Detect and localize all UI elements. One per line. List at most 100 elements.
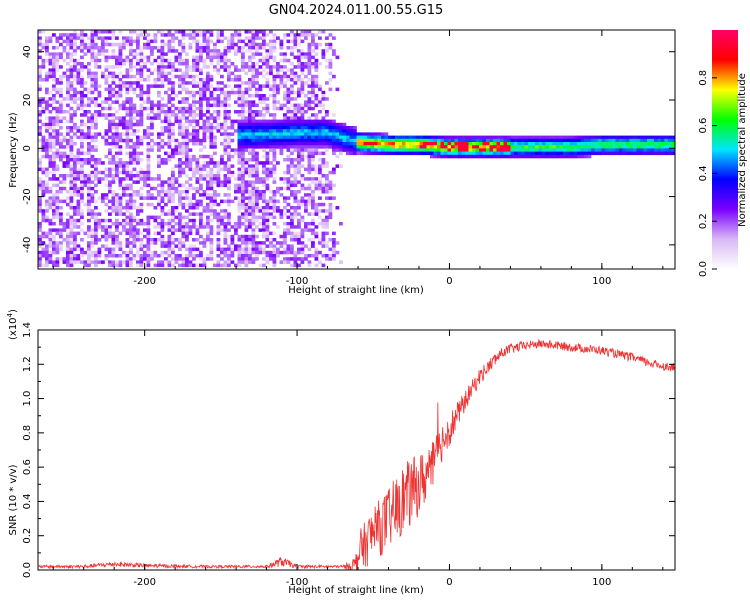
spectrogram-cell [108, 87, 112, 92]
spectrogram-cell [90, 238, 95, 242]
spectrogram-cell [185, 138, 189, 143]
spectrogram-cell [461, 148, 466, 152]
spectrogram-cell [122, 193, 126, 197]
spectrogram-cell [325, 145, 329, 149]
spectrogram-cell [290, 132, 294, 136]
spectrogram-cell [104, 247, 109, 252]
spectrogram-cell [388, 148, 392, 152]
spectrogram-cell [171, 209, 175, 213]
spectrogram-cell [426, 145, 431, 149]
spectrogram-cell [626, 148, 630, 152]
spectrogram-cell [272, 222, 277, 226]
spectrogram-cell [248, 206, 252, 210]
spectrogram-cell [167, 33, 172, 37]
spectrogram-cell [115, 42, 119, 47]
spectrogram-cell [276, 241, 280, 245]
spectrogram-cell [209, 170, 214, 175]
spectrogram-cell [237, 39, 242, 44]
spectrogram-cell [150, 62, 154, 66]
spectrogram-cell [188, 36, 193, 40]
spectrogram-cell [87, 119, 91, 124]
spectrogram-cell [73, 74, 77, 79]
spectrogram-cell [325, 122, 329, 127]
spectrogram-cell [458, 148, 462, 152]
spectrogram-cell [230, 247, 235, 252]
spectrogram-cell [167, 87, 172, 92]
spectrogram-cell [45, 209, 49, 213]
spectrogram-cell [297, 42, 301, 47]
spectrogram-cell [661, 142, 665, 146]
spectrogram-cell [136, 234, 140, 239]
spectrogram-cell [167, 234, 172, 239]
spectrogram-cell [213, 174, 217, 178]
spectrogram-cell [230, 199, 235, 204]
spectrogram-cell [164, 193, 168, 197]
spectrogram-cell [55, 58, 60, 63]
spectrogram-cell [209, 97, 214, 101]
spectrogram-cell [269, 55, 273, 60]
spectrogram-cell [349, 129, 354, 133]
spectrogram-cell [83, 151, 88, 156]
spectrogram-cell [55, 90, 60, 95]
spectrogram-cell [143, 174, 147, 178]
spectrogram-cell [108, 161, 112, 165]
spectrogram-cell [132, 52, 137, 56]
spectrogram-cell [59, 234, 63, 239]
spectrogram-cell [314, 126, 319, 130]
spectrogram-cell [69, 260, 74, 264]
spectrogram-cell [185, 119, 189, 124]
spectrogram-cell [195, 177, 200, 181]
spectrogram-cell [83, 161, 88, 165]
spectrogram-cell [199, 110, 203, 114]
spectrogram-cell [129, 103, 133, 108]
spectrogram-cell [136, 81, 140, 85]
spectrogram-cell [524, 138, 529, 143]
spectrogram-cell [293, 180, 298, 184]
spectrogram-cell [349, 148, 354, 152]
spectrogram-cell [311, 90, 315, 95]
spectrogram-cell [640, 151, 644, 156]
spectrogram-cell [132, 257, 137, 261]
spectrogram-cell [209, 135, 214, 140]
spectrogram-cell [143, 78, 147, 82]
spectrogram-cell [265, 209, 270, 213]
spectrogram-cell [237, 68, 242, 72]
spectrogram-cell [251, 94, 256, 98]
spectrogram-cell [272, 158, 277, 162]
spectrogram-cell [157, 260, 161, 264]
spectrogram-cell [279, 119, 284, 124]
spectrogram-cell [255, 193, 259, 197]
spectrogram-cell [356, 148, 361, 152]
spectrogram-cell [80, 170, 84, 175]
spectrogram-cell [55, 202, 60, 207]
spectrogram-cell [332, 241, 336, 245]
spectrogram-cell [104, 218, 109, 223]
spectrogram-cell [237, 119, 242, 124]
spectrogram-cell [545, 148, 550, 152]
spectrogram-cell [199, 202, 203, 207]
spectrogram-cell [143, 100, 147, 104]
spectrogram-cell [286, 97, 291, 101]
spectrogram-cell [76, 260, 81, 264]
spectrogram-cell [213, 190, 217, 194]
spectrogram-cell [129, 177, 133, 181]
spectrogram-cell [587, 135, 592, 140]
spectrogram-cell [52, 74, 56, 79]
spectrogram-cell [153, 196, 158, 200]
spectrogram-cell [69, 113, 74, 117]
spectrogram-cell [307, 183, 312, 188]
spectrogram-cell [279, 186, 284, 191]
spectrogram-cell [48, 68, 53, 72]
spectrogram-cell [129, 106, 133, 111]
spectrogram-cell [594, 138, 599, 143]
spectrogram-cell [300, 231, 305, 236]
spectrogram-cell [150, 110, 154, 114]
spectrogram-cell [195, 135, 200, 140]
spectrogram-cell [94, 113, 98, 117]
spectrogram-cell [83, 122, 88, 127]
spectrogram-cell [636, 145, 641, 149]
spectrogram-cell [38, 97, 42, 101]
spectrogram-cell [45, 142, 49, 146]
spectrogram-cell [45, 74, 49, 79]
spectrogram-cell [279, 84, 284, 88]
